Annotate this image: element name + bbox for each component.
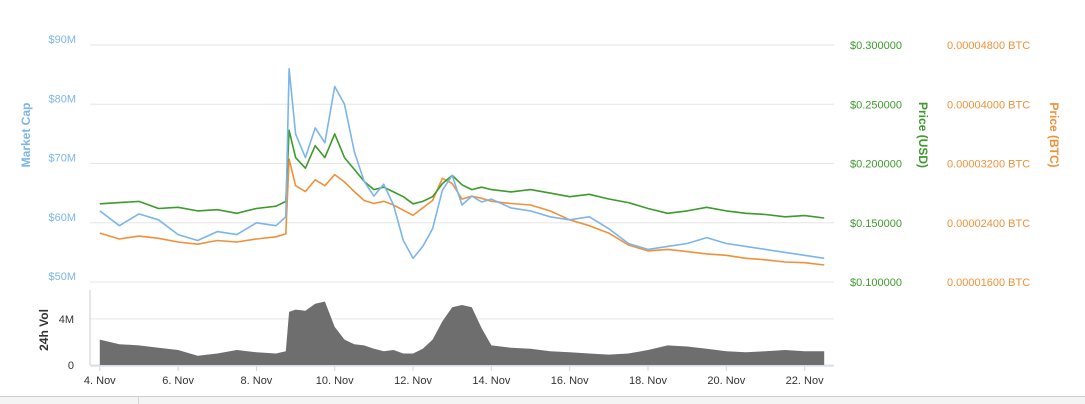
price-btc-tick-label: 0.00002400 BTC [947,218,1030,230]
market-cap-tick-label: $80M [48,93,76,105]
navigator-scrollbar[interactable] [0,396,1085,404]
navigator-handle[interactable] [138,397,347,404]
market-cap-tick-label: $70M [48,153,76,165]
price-btc-tick-label: 0.00004800 BTC [947,40,1030,52]
price-usd-tick-label: $0.150000 [850,218,902,230]
x-tick-label: 10. Nov [316,375,354,387]
x-tick-label: 16. Nov [551,375,589,387]
price-usd-tick-label: $0.300000 [850,40,902,52]
price-usd-tick-label: $0.100000 [850,277,902,289]
x-tick-label: 22. Nov [786,375,824,387]
price-btc-series-line [99,158,825,266]
volume-series-area [99,301,825,365]
x-tick-label: 12. Nov [394,375,432,387]
x-tick-label: 20. Nov [707,375,745,387]
price-btc-tick-label: 0.00001600 BTC [947,277,1030,289]
volume-axis: 0 4M [59,314,74,372]
x-tick-label: 8. Nov [241,375,273,387]
date-axis: 4. Nov 6. Nov 8. Nov 10. Nov 12. Nov 14. Nov 1… [84,365,834,387]
price-usd-axis-title: Price (USD) [916,102,930,168]
x-tick-label: 14. Nov [472,375,510,387]
price-btc-axis-title: Price (BTC) [1047,102,1061,167]
main-grid [90,44,834,283]
volume-tick-label: 0 [68,360,74,372]
volume-axis-title: 24h Vol [37,309,51,351]
x-tick-label: 4. Nov [84,375,116,387]
x-tick-label: 18. Nov [629,375,667,387]
price-btc-tick-label: 0.00003200 BTC [947,159,1030,171]
series-lines [99,67,825,266]
price-btc-axis: 0.00001600 BTC 0.00002400 BTC 0.00003200 B… [947,40,1030,289]
price-usd-tick-label: $0.250000 [850,99,902,111]
price-usd-tick-label: $0.200000 [850,159,902,171]
market-cap-tick-label: $50M [48,271,76,283]
market-cap-series-line [99,67,825,260]
market-cap-axis: $50M $60M $70M $80M $90M [48,34,76,283]
market-cap-tick-label: $60M [48,212,76,224]
price-usd-series-line [99,129,825,219]
x-tick-label: 6. Nov [162,375,194,387]
price-usd-axis: $0.100000 $0.150000 $0.200000 $0.250000 $0.3… [850,40,902,289]
market-cap-axis-title: Market Cap [19,103,33,168]
price-btc-tick-label: 0.00004000 BTC [947,99,1030,111]
volume-area [99,301,825,365]
market-cap-tick-label: $90M [48,34,76,46]
volume-tick-label: 4M [59,314,74,326]
